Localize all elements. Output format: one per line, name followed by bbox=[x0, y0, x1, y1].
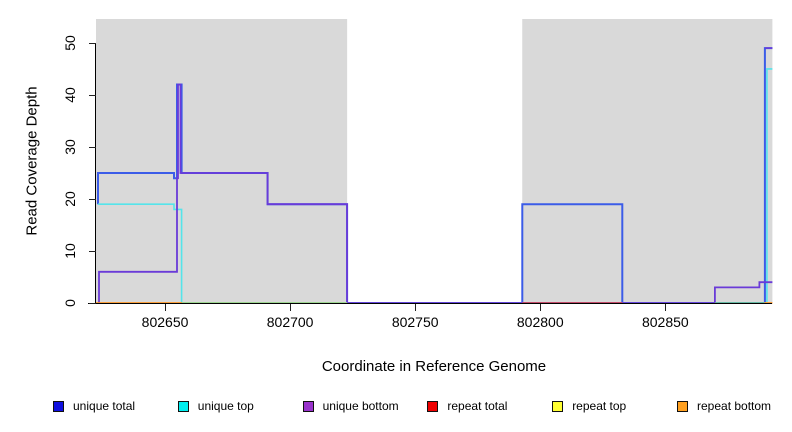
y-tick bbox=[89, 94, 96, 96]
legend: unique total unique top unique bottom repea… bbox=[0, 396, 792, 418]
y-tick-label: 50 bbox=[62, 35, 78, 51]
shaded-region bbox=[96, 19, 348, 303]
legend-item: unique total bbox=[53, 396, 135, 416]
legend-label: unique bottom bbox=[322, 399, 399, 413]
legend-label: unique total bbox=[73, 399, 136, 413]
x-tick bbox=[415, 304, 417, 311]
legend-item: repeat total bbox=[427, 396, 507, 416]
y-tick-label: 20 bbox=[62, 191, 78, 207]
x-tick-label: 802800 bbox=[516, 314, 564, 330]
plot-area bbox=[96, 19, 773, 304]
series-line-unique-bottom bbox=[98, 83, 773, 304]
x-tick-label: 802700 bbox=[266, 314, 314, 330]
series-line-unique-top bbox=[98, 68, 773, 304]
y-axis-line bbox=[95, 43, 96, 304]
x-tick bbox=[165, 304, 167, 311]
y-tick-label: 40 bbox=[62, 87, 78, 103]
x-tick-label: 802750 bbox=[391, 314, 439, 330]
legend-label: repeat total bbox=[447, 399, 508, 413]
legend-label: unique top bbox=[197, 399, 254, 413]
x-tick bbox=[290, 304, 292, 311]
x-tick-label: 802850 bbox=[641, 314, 689, 330]
legend-swatch-icon bbox=[552, 400, 564, 412]
y-tick bbox=[89, 146, 96, 148]
legend-label: repeat bottom bbox=[697, 399, 772, 413]
legend-swatch-icon bbox=[302, 400, 314, 412]
legend-swatch-icon bbox=[53, 400, 64, 412]
legend-item: unique top bbox=[177, 396, 254, 416]
legend-swatch-icon bbox=[427, 400, 439, 412]
y-tick bbox=[89, 42, 96, 44]
x-tick bbox=[540, 304, 542, 311]
y-tick bbox=[89, 198, 96, 200]
legend-item: repeat top bbox=[552, 396, 626, 416]
y-tick-label: 10 bbox=[62, 243, 78, 259]
legend-swatch-icon bbox=[177, 400, 189, 412]
y-tick-label: 30 bbox=[62, 139, 78, 155]
legend-swatch-icon bbox=[677, 400, 688, 412]
y-axis-title: Read Coverage Depth bbox=[23, 86, 41, 236]
x-axis-title: Coordinate in Reference Genome bbox=[321, 358, 547, 375]
x-tick-label: 802650 bbox=[141, 314, 189, 330]
legend-item: repeat bottom bbox=[677, 396, 771, 416]
legend-item: unique bottom bbox=[302, 396, 399, 416]
y-tick bbox=[89, 250, 96, 252]
y-tick-label: 0 bbox=[62, 299, 78, 307]
shaded-region bbox=[522, 19, 773, 303]
legend-label: repeat top bbox=[572, 399, 627, 413]
y-tick bbox=[89, 303, 96, 304]
x-tick bbox=[665, 304, 667, 311]
x-axis-line bbox=[88, 303, 772, 304]
